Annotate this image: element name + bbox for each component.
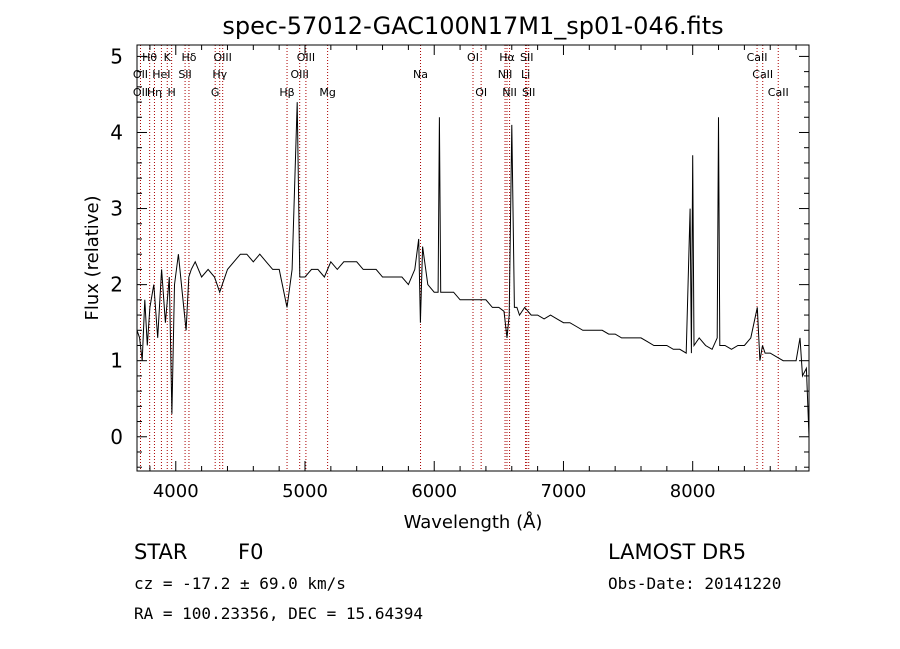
object-class: STAR: [134, 540, 188, 564]
line-label: OII: [133, 68, 148, 81]
line-label: OII: [133, 86, 148, 99]
line-label: Hγ: [212, 68, 227, 81]
x-tick-label: 5000: [282, 481, 328, 502]
survey-name: LAMOST DR5: [608, 540, 747, 564]
line-label: SII: [520, 51, 533, 64]
spectrum-line: [136, 102, 810, 437]
line-label: Hβ: [279, 86, 294, 99]
x-tick-label: 6000: [411, 481, 457, 502]
y-tick-label: 2: [110, 273, 123, 297]
line-label: Na: [413, 68, 428, 81]
line-label: NII: [498, 68, 513, 81]
spectral-line-markers: [139, 45, 779, 471]
coordinates: RA = 100.23356, DEC = 15.64394: [134, 604, 423, 623]
line-label: SII: [522, 86, 535, 99]
line-label: HeI: [152, 68, 170, 81]
line-label: CaII: [768, 86, 789, 99]
line-label: Hδ: [181, 51, 196, 64]
y-tick-label: 1: [110, 349, 123, 373]
line-label: CaII: [752, 68, 773, 81]
line-label: OIII: [297, 51, 315, 64]
redshift-velocity: cz = -17.2 ± 69.0 km/s: [134, 574, 346, 593]
line-label: H: [167, 86, 175, 99]
y-tick-label: 5: [110, 44, 123, 68]
line-label: NII: [502, 86, 517, 99]
y-tick-label: 0: [110, 425, 123, 449]
observation-date: Obs-Date: 20141220: [608, 574, 782, 593]
line-label: SII: [178, 68, 191, 81]
plot-frame: [136, 44, 810, 472]
spectral-line-labels: OIIOIIHθHηHeIKHSIIHδGHγOIIIHβOIIIOIIIMgN…: [133, 51, 789, 99]
line-label: Mg: [319, 86, 335, 99]
y-axis-label: Flux (relative): [82, 195, 103, 320]
line-label: OIII: [291, 68, 309, 81]
y-axis-ticks: 0 1 2 3 4 5: [110, 44, 809, 468]
x-tick-label: 4000: [153, 481, 199, 502]
line-label: OIII: [213, 51, 231, 64]
line-label: Li: [521, 68, 530, 81]
y-tick-label: 4: [110, 120, 123, 144]
x-axis-label: Wavelength (Å): [404, 511, 543, 533]
x-tick-label: 7000: [541, 481, 587, 502]
line-label: K: [164, 51, 172, 64]
line-label: OI: [475, 86, 487, 99]
line-label: Hα: [499, 51, 515, 64]
line-label: OI: [467, 51, 479, 64]
x-axis-ticks: 4000 5000 6000 7000 8000: [149, 45, 797, 502]
object-subclass: F0: [238, 540, 264, 564]
chart-title: spec-57012-GAC100N17M1_sp01-046.fits: [222, 12, 723, 40]
line-label: CaII: [747, 51, 768, 64]
y-tick-label: 3: [110, 197, 123, 221]
x-tick-label: 8000: [670, 481, 716, 502]
line-label: Hθ: [142, 51, 157, 64]
line-label: G: [211, 86, 220, 99]
line-label: Hη: [147, 86, 162, 99]
